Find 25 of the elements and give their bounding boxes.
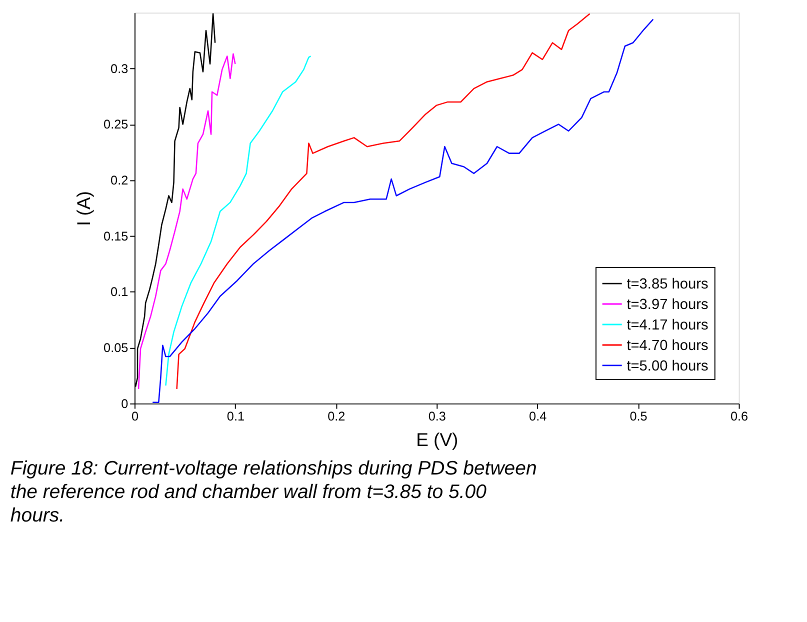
caption: Figure 18: Current-voltage relationships during PDS between the reference rod and chamber wall from t=3.85 to 5.00 hours. bbox=[10, 458, 537, 526]
x-tick-label: 0.2 bbox=[328, 410, 346, 424]
line-series bbox=[138, 53, 236, 390]
x-tick-label: 0.3 bbox=[428, 410, 446, 424]
y-tick-label: 0.15 bbox=[104, 229, 128, 244]
y-tick-label: 0.3 bbox=[110, 62, 128, 76]
x-tick-label: 0.5 bbox=[630, 410, 648, 424]
line-series bbox=[165, 56, 312, 386]
y-tick-label: 0.05 bbox=[104, 341, 128, 355]
x-tick-label: 0.4 bbox=[529, 410, 547, 424]
legend-label: t=5.00 hours bbox=[626, 358, 708, 374]
y-axis-title: I (A) bbox=[72, 191, 94, 226]
legend-label: t=4.17 hours bbox=[626, 317, 708, 334]
legend-label: t=3.97 hours bbox=[626, 296, 708, 313]
y-tick-label: 0 bbox=[121, 396, 128, 411]
y-tick-label: 0.25 bbox=[104, 118, 128, 132]
legend-label: t=3.85 hours bbox=[626, 276, 708, 292]
x-tick-label: 0.1 bbox=[226, 410, 245, 424]
y-tick-label: 0.1 bbox=[110, 285, 128, 300]
line-series bbox=[176, 13, 590, 390]
y-tick-label: 0.2 bbox=[110, 174, 128, 188]
legend-label: t=4.70 hours bbox=[626, 338, 708, 354]
x-tick-label: 0 bbox=[131, 410, 139, 424]
x-axis-title: E (V) bbox=[416, 428, 458, 450]
x-tick-label: 0.6 bbox=[730, 410, 748, 424]
